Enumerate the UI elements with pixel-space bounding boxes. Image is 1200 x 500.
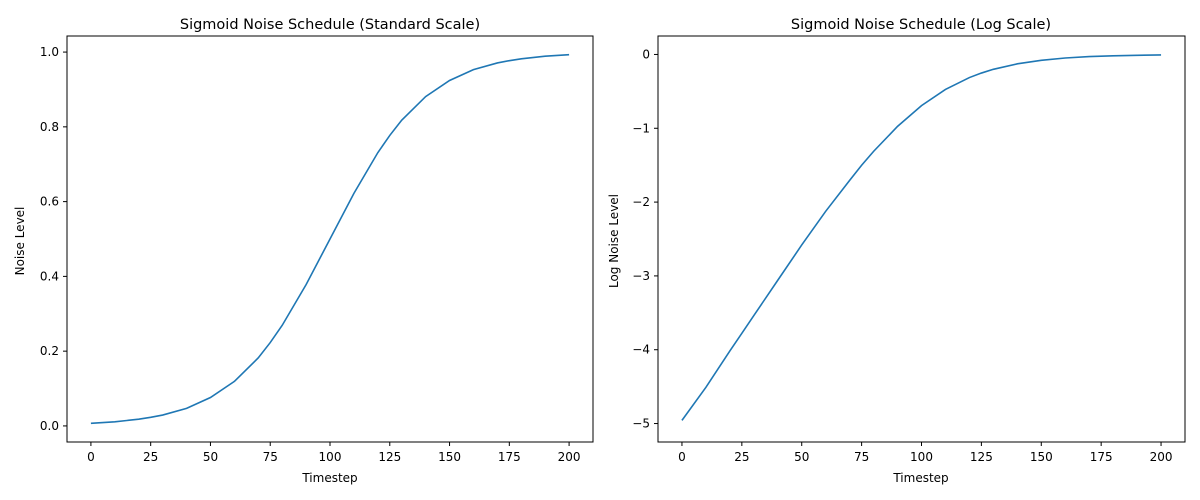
y-tick-label: 0.4: [40, 269, 59, 283]
x-tick-label: 175: [1090, 450, 1113, 464]
y-tick-label: 0.0: [40, 419, 59, 433]
x-tick-label: 200: [558, 450, 581, 464]
x-ticks: 0 25 50 75 100 125 150 175 200: [87, 442, 581, 464]
y-axis-label: Log Noise Level: [607, 194, 621, 288]
x-tick-label: 100: [910, 450, 933, 464]
y-tick-label: −2: [632, 195, 650, 209]
x-tick-label: 75: [263, 450, 278, 464]
x-tick-label: 125: [970, 450, 993, 464]
y-tick-label: −1: [632, 121, 650, 135]
x-tick-label: 0: [678, 450, 686, 464]
chart-title: Sigmoid Noise Schedule (Log Scale): [791, 17, 1051, 33]
y-tick-label: −4: [632, 343, 650, 357]
y-tick-label: 0: [642, 47, 650, 61]
plot-frame: [66, 35, 594, 443]
x-ticks: 0 25 50 75 100 125 150 175 200: [678, 442, 1172, 464]
series-line: [90, 53, 570, 425]
y-tick-label: 0.6: [40, 195, 59, 209]
x-tick-label: 150: [438, 450, 461, 464]
y-ticks: 0.0 0.2 0.4 0.6 0.8 1.0: [40, 45, 67, 433]
plot-frame: [657, 35, 1186, 443]
x-tick-label: 25: [734, 450, 749, 464]
y-tick-label: 1.0: [40, 45, 59, 59]
y-ticks: 0 −1 −2 −3 −4 −5: [632, 47, 658, 431]
chart-standard-scale: Sigmoid Noise Schedule (Standard Scale) …: [13, 17, 594, 485]
x-axis-label: Timestep: [301, 471, 357, 485]
y-axis-label: Noise Level: [13, 207, 27, 276]
x-tick-label: 200: [1150, 450, 1173, 464]
chart-log-scale: Sigmoid Noise Schedule (Log Scale) Times…: [607, 17, 1186, 485]
y-tick-label: −3: [632, 269, 650, 283]
x-tick-label: 150: [1030, 450, 1053, 464]
x-tick-label: 50: [794, 450, 809, 464]
x-axis-label: Timestep: [892, 471, 948, 485]
x-tick-label: 175: [498, 450, 521, 464]
series-line: [681, 54, 1162, 421]
x-tick-label: 50: [203, 450, 218, 464]
x-tick-label: 0: [87, 450, 95, 464]
y-tick-label: 0.2: [40, 344, 59, 358]
y-tick-label: −5: [632, 417, 650, 431]
y-tick-label: 0.8: [40, 120, 59, 134]
x-tick-label: 25: [143, 450, 158, 464]
x-tick-label: 125: [378, 450, 401, 464]
x-tick-label: 75: [854, 450, 869, 464]
x-tick-label: 100: [319, 450, 342, 464]
chart-title: Sigmoid Noise Schedule (Standard Scale): [180, 17, 480, 33]
